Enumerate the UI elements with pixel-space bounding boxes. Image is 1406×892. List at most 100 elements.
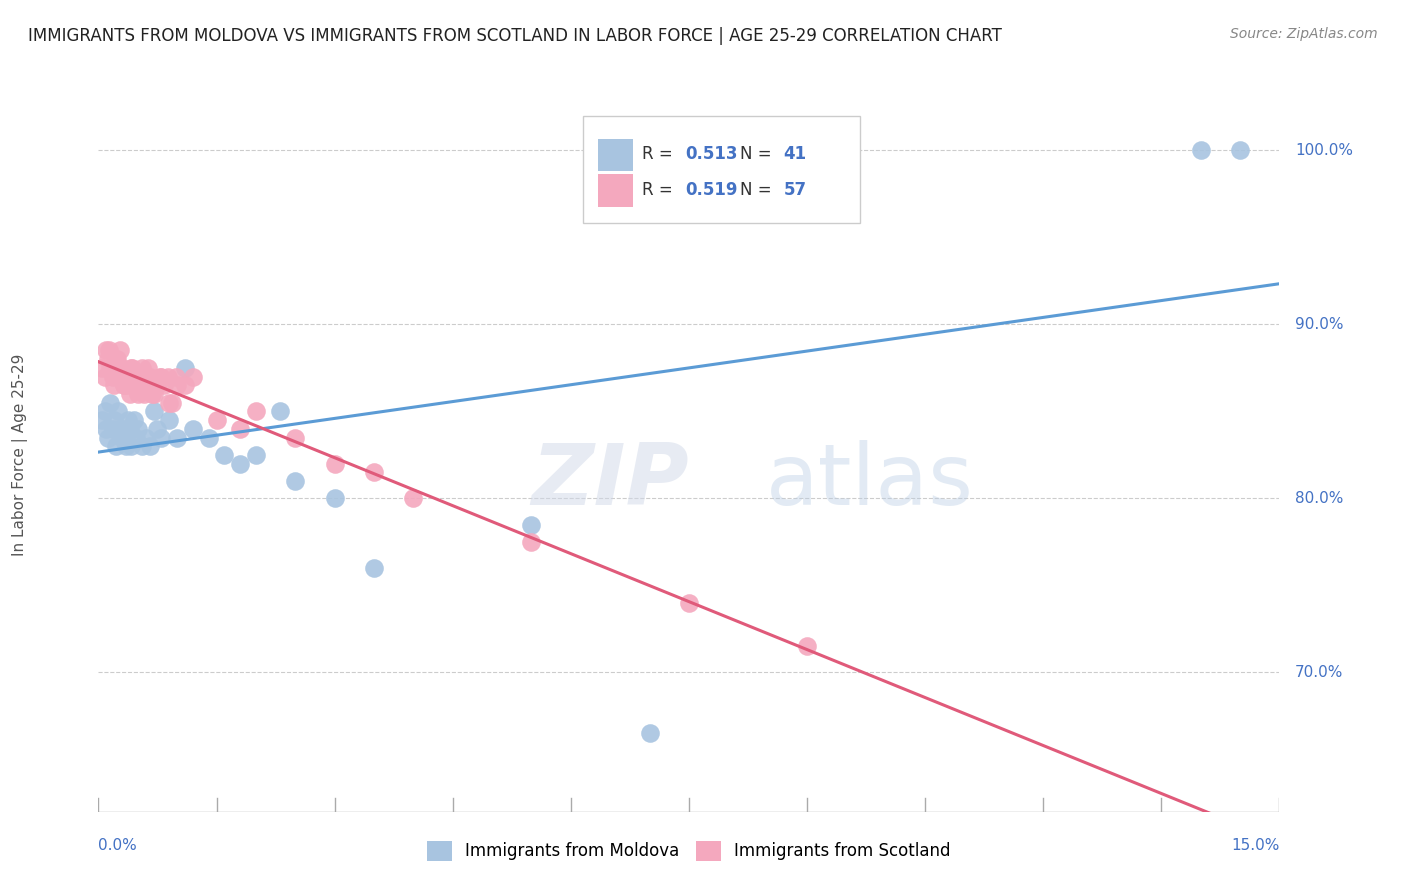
Point	[323, 457, 346, 471]
Text: atlas: atlas	[766, 440, 974, 523]
Text: 0.519: 0.519	[685, 181, 738, 199]
Point	[166, 430, 188, 444]
Point	[118, 387, 141, 401]
Point	[142, 387, 165, 401]
Point	[165, 369, 187, 384]
Point	[638, 726, 661, 740]
Point	[110, 422, 132, 436]
Point	[131, 360, 153, 375]
Text: In Labor Force | Age 25-29: In Labor Force | Age 25-29	[11, 354, 28, 556]
Point	[97, 352, 120, 367]
Point	[197, 430, 219, 444]
Point	[150, 369, 173, 384]
Legend: Immigrants from Moldova, Immigrants from Scotland: Immigrants from Moldova, Immigrants from…	[420, 834, 957, 868]
Point	[101, 422, 124, 436]
Text: R =: R =	[641, 181, 678, 199]
Point	[245, 404, 267, 418]
Point	[117, 378, 139, 392]
Point	[111, 430, 134, 444]
Point	[121, 360, 143, 375]
Text: 0.513: 0.513	[685, 145, 738, 163]
Point	[97, 430, 120, 444]
Point	[181, 369, 204, 384]
Point	[135, 378, 157, 392]
Point	[112, 378, 135, 392]
Point	[284, 474, 307, 488]
Point	[323, 491, 346, 506]
Point	[132, 387, 155, 401]
Text: 80.0%: 80.0%	[1295, 491, 1344, 506]
Point	[96, 343, 118, 358]
Point	[97, 343, 120, 358]
Point	[108, 360, 131, 375]
Point	[117, 413, 139, 427]
Point	[520, 535, 543, 549]
Text: 0.0%: 0.0%	[98, 838, 138, 853]
Point	[104, 352, 127, 367]
Point	[205, 413, 228, 427]
Point	[93, 404, 115, 418]
Point	[93, 369, 115, 384]
Point	[118, 422, 141, 436]
Point	[678, 596, 700, 610]
Text: N =: N =	[740, 145, 776, 163]
Text: ZIP: ZIP	[531, 440, 689, 523]
Point	[269, 404, 291, 418]
Point	[520, 517, 543, 532]
Point	[245, 448, 267, 462]
Point	[131, 439, 153, 453]
Text: 15.0%: 15.0%	[1232, 838, 1279, 853]
Point	[1189, 144, 1212, 158]
Point	[796, 640, 818, 654]
Point	[1229, 144, 1251, 158]
Point	[160, 395, 183, 409]
FancyBboxPatch shape	[582, 116, 860, 223]
Text: 41: 41	[783, 145, 807, 163]
Point	[157, 413, 180, 427]
Point	[124, 378, 146, 392]
Point	[146, 422, 169, 436]
Point	[104, 439, 127, 453]
Bar	[598, 175, 634, 207]
Point	[101, 360, 124, 375]
Point	[115, 439, 138, 453]
Point	[149, 369, 172, 384]
Point	[156, 369, 179, 384]
Text: N =: N =	[740, 181, 776, 199]
Point	[229, 457, 252, 471]
Point	[122, 378, 145, 392]
Point	[103, 378, 125, 392]
Text: 70.0%: 70.0%	[1295, 665, 1344, 680]
Point	[127, 422, 149, 436]
Bar	[598, 139, 634, 171]
Point	[112, 422, 135, 436]
Point	[141, 387, 163, 401]
Point	[174, 378, 197, 392]
Point	[103, 413, 125, 427]
Text: 90.0%: 90.0%	[1295, 317, 1344, 332]
Point	[112, 378, 135, 392]
Point	[107, 404, 129, 418]
Point	[142, 404, 165, 418]
Point	[214, 448, 236, 462]
Text: Source: ZipAtlas.com: Source: ZipAtlas.com	[1230, 27, 1378, 41]
Point	[110, 343, 132, 358]
Point	[96, 422, 118, 436]
Text: 100.0%: 100.0%	[1295, 143, 1353, 158]
Text: R =: R =	[641, 145, 678, 163]
Point	[145, 378, 167, 392]
Point	[363, 561, 385, 575]
Point	[157, 395, 180, 409]
Text: 57: 57	[783, 181, 807, 199]
Point	[98, 395, 121, 409]
Point	[146, 378, 169, 392]
Point	[229, 422, 252, 436]
Point	[150, 430, 173, 444]
Point	[98, 360, 121, 375]
Text: IMMIGRANTS FROM MOLDOVA VS IMMIGRANTS FROM SCOTLAND IN LABOR FORCE | AGE 25-29 C: IMMIGRANTS FROM MOLDOVA VS IMMIGRANTS FR…	[28, 27, 1002, 45]
Point	[284, 430, 307, 444]
Point	[115, 369, 138, 384]
Point	[138, 369, 160, 384]
Point	[181, 422, 204, 436]
Point	[129, 369, 152, 384]
